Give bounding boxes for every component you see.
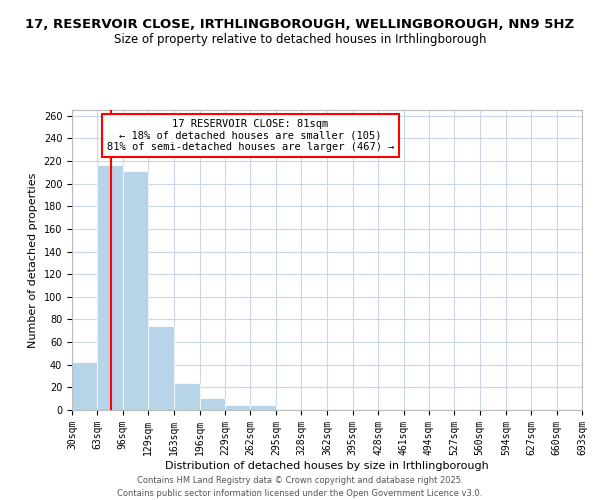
Bar (557, 409, 582, 410)
X-axis label: Distribution of detached houses by size in Irthlingborough: Distribution of detached houses by size … (165, 460, 489, 470)
Bar (250, 406, 276, 410)
Bar (200, 398, 225, 410)
Bar (175, 383, 200, 410)
Bar (148, 326, 175, 410)
Bar (72, 362, 97, 410)
Text: 17, RESERVOIR CLOSE, IRTHLINGBOROUGH, WELLINGBOROUGH, NN9 5HZ: 17, RESERVOIR CLOSE, IRTHLINGBOROUGH, WE… (25, 18, 575, 30)
Text: Size of property relative to detached houses in Irthlingborough: Size of property relative to detached ho… (114, 32, 486, 46)
Y-axis label: Number of detached properties: Number of detached properties (28, 172, 38, 348)
Text: Contains HM Land Registry data © Crown copyright and database right 2025.
Contai: Contains HM Land Registry data © Crown c… (118, 476, 482, 498)
Bar (97, 166, 123, 410)
Bar (225, 406, 250, 410)
Bar (123, 171, 148, 410)
Text: 17 RESERVOIR CLOSE: 81sqm
← 18% of detached houses are smaller (105)
81% of semi: 17 RESERVOIR CLOSE: 81sqm ← 18% of detac… (107, 119, 394, 152)
